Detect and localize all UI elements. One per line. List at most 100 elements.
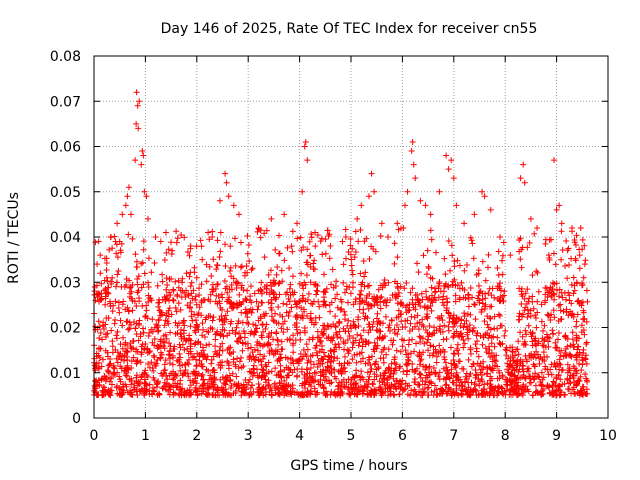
data-point: [454, 341, 461, 348]
data-point: [491, 362, 498, 369]
data-point: [227, 264, 234, 271]
data-point: [560, 353, 567, 360]
data-point: [526, 295, 533, 302]
data-point: [128, 389, 135, 396]
data-point: [559, 294, 566, 301]
data-point: [507, 371, 514, 378]
data-point: [220, 333, 227, 340]
data-point: [159, 372, 166, 379]
data-point: [573, 382, 580, 389]
data-point: [453, 369, 460, 376]
data-point: [114, 254, 121, 261]
data-point: [272, 365, 279, 372]
data-point: [573, 367, 580, 374]
data-point: [473, 345, 480, 352]
data-point: [394, 220, 401, 227]
data-point: [583, 360, 590, 367]
data-point: [448, 366, 455, 373]
y-tick-label: 0.04: [50, 230, 81, 246]
data-point: [228, 286, 235, 293]
data-point: [339, 238, 346, 245]
data-point: [238, 354, 245, 361]
data-point: [199, 344, 206, 351]
data-point: [176, 320, 183, 327]
data-point: [266, 350, 273, 357]
data-point: [134, 281, 141, 288]
data-point: [487, 206, 494, 213]
data-point: [267, 279, 274, 286]
data-point: [381, 333, 388, 340]
data-point: [362, 269, 369, 276]
data-point: [344, 359, 351, 366]
data-point: [101, 373, 108, 380]
data-point: [460, 324, 467, 331]
data-point: [191, 341, 198, 348]
data-point: [485, 251, 492, 258]
data-point: [268, 215, 275, 222]
data-point: [332, 283, 339, 290]
data-point: [400, 386, 407, 393]
data-point: [359, 390, 366, 397]
data-point: [91, 382, 98, 389]
data-point: [103, 266, 110, 273]
data-point: [222, 241, 229, 248]
data-point: [275, 232, 282, 239]
data-point: [445, 385, 452, 392]
data-point: [352, 228, 359, 235]
data-point: [205, 329, 212, 336]
data-point: [373, 366, 380, 373]
data-point: [173, 228, 180, 235]
data-point: [556, 202, 563, 209]
data-point: [515, 351, 522, 358]
data-point: [524, 286, 531, 293]
data-point: [504, 360, 511, 367]
data-point: [102, 293, 109, 300]
data-point: [218, 313, 225, 320]
y-tick-label: 0.02: [50, 321, 81, 337]
data-point: [453, 389, 460, 396]
data-point: [337, 390, 344, 397]
data-point: [527, 215, 534, 222]
data-point: [556, 356, 563, 363]
data-point: [580, 274, 587, 281]
data-point: [236, 291, 243, 298]
data-point: [570, 313, 577, 320]
data-point: [145, 298, 152, 305]
data-point: [391, 381, 398, 388]
data-point: [341, 383, 348, 390]
data-point: [192, 384, 199, 391]
data-point: [417, 371, 424, 378]
data-point: [327, 281, 334, 288]
data-point: [488, 334, 495, 341]
data-point: [366, 282, 373, 289]
data-point: [243, 263, 250, 270]
data-point: [301, 308, 308, 315]
data-point: [141, 370, 148, 377]
data-point: [146, 349, 153, 356]
data-point: [179, 341, 186, 348]
data-point: [99, 356, 106, 363]
data-point: [378, 293, 385, 300]
data-point: [337, 334, 344, 341]
data-point: [93, 350, 100, 357]
data-point: [299, 297, 306, 304]
data-point: [474, 338, 481, 345]
data-point: [496, 369, 503, 376]
data-point: [511, 373, 518, 380]
data-point: [564, 275, 571, 282]
data-point: [484, 380, 491, 387]
data-point: [525, 365, 532, 372]
data-point: [118, 356, 125, 363]
data-point: [192, 356, 199, 363]
data-point: [333, 329, 340, 336]
data-point: [113, 250, 120, 257]
data-point: [392, 386, 399, 393]
data-point: [314, 364, 321, 371]
data-point: [165, 246, 172, 253]
data-point: [178, 231, 185, 238]
data-point: [452, 298, 459, 305]
data-point: [133, 360, 140, 367]
data-point: [146, 381, 153, 388]
data-point: [254, 366, 261, 373]
data-point: [157, 238, 164, 245]
